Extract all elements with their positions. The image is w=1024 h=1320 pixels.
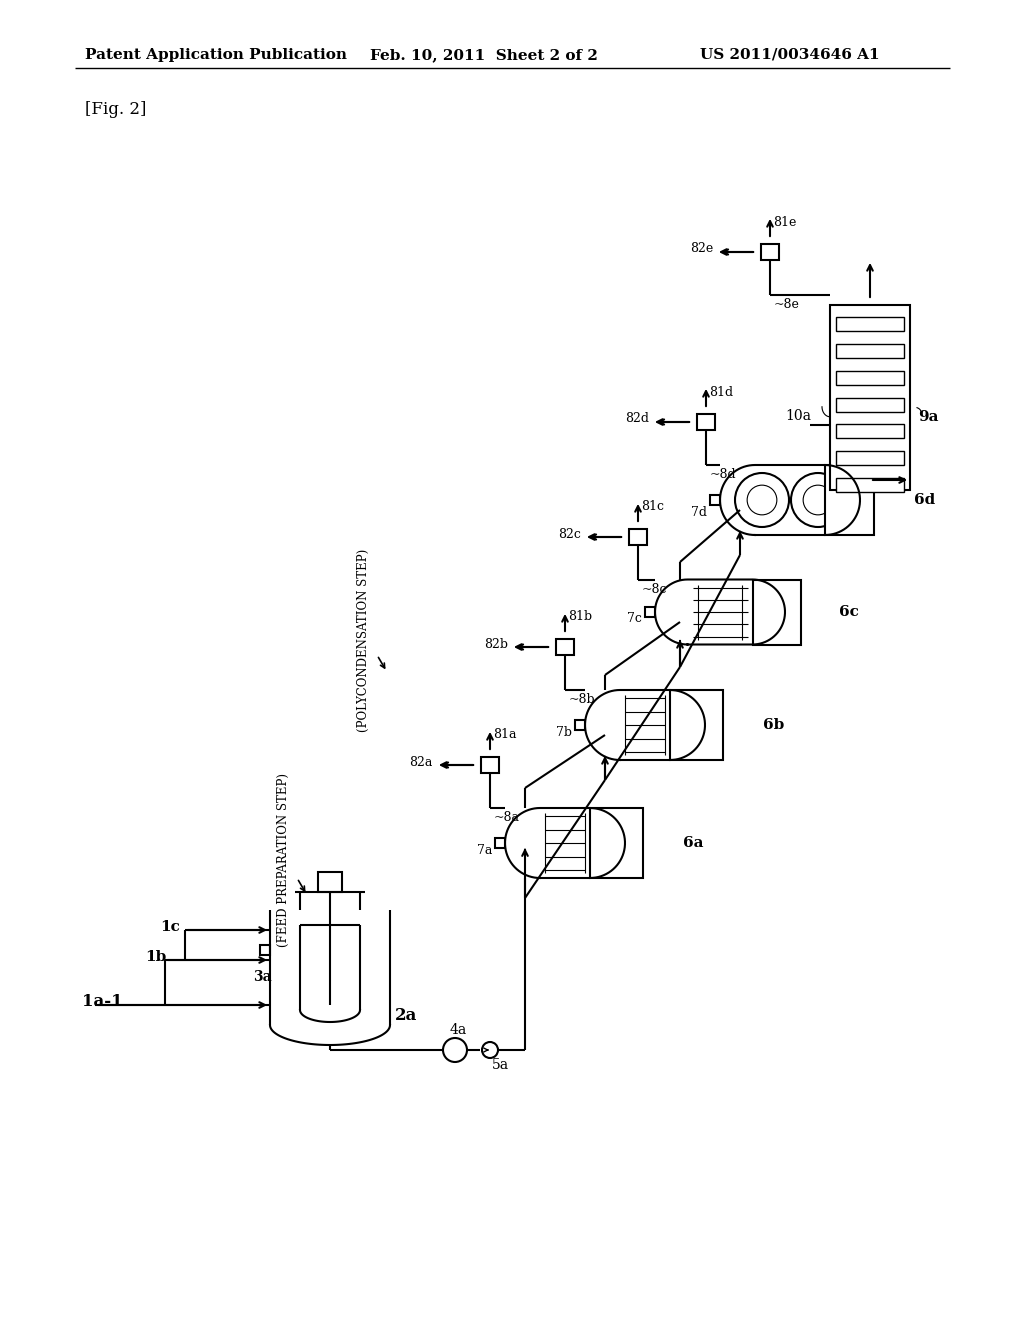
Text: 82b: 82b: [484, 638, 508, 651]
Bar: [575, 719, 585, 730]
Bar: [836, 397, 904, 412]
Text: 7b: 7b: [556, 726, 572, 738]
Text: 6d: 6d: [914, 492, 935, 507]
Text: 81b: 81b: [568, 610, 592, 623]
Text: 4a: 4a: [450, 1023, 467, 1038]
Bar: [753, 579, 801, 644]
Bar: [629, 529, 647, 545]
Text: 9a: 9a: [918, 411, 939, 424]
Text: 82c: 82c: [558, 528, 581, 540]
Bar: [825, 465, 874, 535]
Text: 7c: 7c: [627, 612, 642, 626]
Text: 81c: 81c: [641, 500, 664, 513]
Bar: [836, 478, 904, 492]
Bar: [836, 317, 904, 331]
Text: [Fig. 2]: [Fig. 2]: [85, 102, 146, 119]
Bar: [495, 838, 505, 847]
Bar: [710, 495, 720, 506]
Bar: [761, 244, 779, 260]
Text: 6c: 6c: [839, 605, 859, 619]
Text: 81a: 81a: [493, 729, 516, 742]
Text: 3a: 3a: [253, 970, 271, 983]
Text: 7a: 7a: [476, 843, 492, 857]
Bar: [670, 690, 723, 760]
Bar: [556, 639, 574, 655]
Bar: [836, 343, 904, 358]
Text: 5a: 5a: [492, 1059, 509, 1072]
Text: 6a: 6a: [683, 836, 703, 850]
Text: 1b: 1b: [145, 950, 166, 964]
Text: Feb. 10, 2011  Sheet 2 of 2: Feb. 10, 2011 Sheet 2 of 2: [370, 48, 598, 62]
Text: (FEED PREPARATION STEP): (FEED PREPARATION STEP): [278, 774, 290, 946]
Bar: [836, 424, 904, 438]
Text: 82d: 82d: [625, 412, 649, 425]
Bar: [260, 945, 270, 954]
Text: ~8b: ~8b: [569, 693, 596, 706]
Text: 1a-1: 1a-1: [82, 994, 123, 1011]
Bar: [590, 808, 642, 878]
Bar: [836, 371, 904, 384]
Text: ~8c: ~8c: [642, 583, 668, 597]
Text: 10a: 10a: [785, 409, 811, 422]
Bar: [697, 414, 715, 430]
Text: ~8a: ~8a: [494, 810, 520, 824]
Text: (POLYCONDENSATION STEP): (POLYCONDENSATION STEP): [357, 548, 370, 731]
Text: ~8d: ~8d: [710, 469, 736, 480]
Bar: [318, 873, 342, 892]
Text: 81e: 81e: [773, 215, 797, 228]
Text: US 2011/0034646 A1: US 2011/0034646 A1: [700, 48, 880, 62]
Bar: [481, 756, 499, 774]
Text: 82e: 82e: [690, 243, 713, 256]
Bar: [836, 451, 904, 465]
Text: 1c: 1c: [160, 920, 180, 935]
Text: 81d: 81d: [709, 385, 733, 399]
Text: 82a: 82a: [410, 755, 433, 768]
Text: 6b: 6b: [763, 718, 783, 733]
Text: Patent Application Publication: Patent Application Publication: [85, 48, 347, 62]
Text: 2a: 2a: [395, 1006, 418, 1023]
Text: 7d: 7d: [691, 506, 707, 519]
Bar: [830, 305, 910, 490]
Text: ~8e: ~8e: [774, 298, 800, 312]
Bar: [645, 607, 655, 616]
